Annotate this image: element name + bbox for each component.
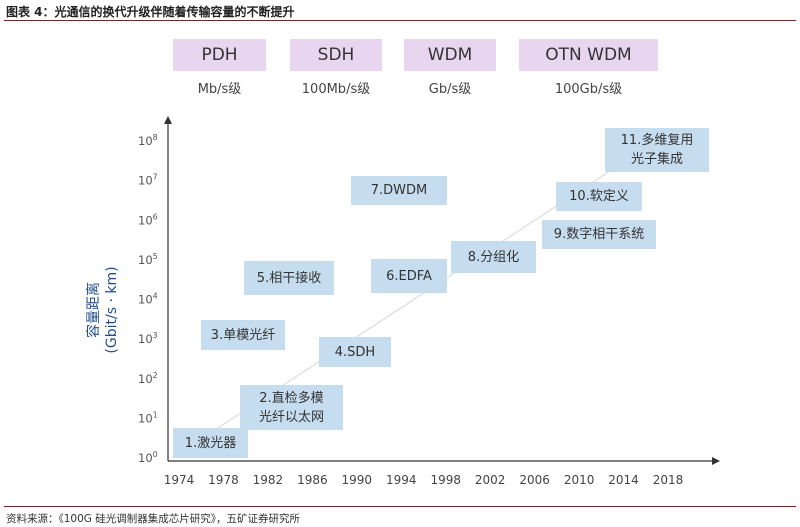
x-tick-label: 2018 (653, 473, 684, 487)
bottom-rule (4, 506, 796, 507)
x-tick-label: 2010 (564, 473, 595, 487)
milestone-6-edfa: 6.EDFA (371, 259, 447, 293)
top-rule (4, 20, 796, 21)
milestone-1-laser: 1.激光器 (173, 428, 248, 458)
source-note: 资料来源：《100G 硅光调制器集成芯片研究》，五矿证券研究所 (6, 513, 301, 525)
tech-tab-wdm: WDM (404, 39, 496, 71)
milestone-9-digital-coherent: 9.数字相干系统 (542, 220, 656, 249)
x-axis-arrow (712, 457, 720, 465)
y-tick-labels: 100 101 102 103 104 105 106 107 108 (138, 133, 158, 465)
milestone-11-multidim-photonic: 11.多维复用 光子集成 (605, 128, 709, 172)
x-tick-label: 1986 (297, 473, 328, 487)
milestone-10-software-defined: 10.软定义 (556, 182, 642, 211)
tech-rate-pdh: Mb/s级 (197, 82, 242, 97)
x-tick-label: 1990 (342, 473, 373, 487)
x-tick-label: 1974 (164, 473, 195, 487)
y-tick-label: 108 (138, 133, 158, 148)
x-tick-label: 2002 (475, 473, 506, 487)
y-axis-arrow (164, 116, 172, 124)
tech-tab-sdh: SDH (290, 39, 382, 71)
milestone-8-packet: 8.分组化 (451, 241, 536, 273)
milestone-3-singlemode: 3.单模光纤 (201, 320, 285, 350)
y-tick-label: 102 (138, 371, 158, 386)
y-tick-label: 104 (138, 292, 158, 307)
x-tick-labels: 1974 1978 1982 1986 1990 1994 1998 2002 2006 2010… (164, 473, 684, 487)
milestone-2-multimode: 2.直检多模 光纤以太网 (240, 385, 343, 430)
y-tick-label: 106 (138, 212, 158, 227)
x-tick-label: 1998 (430, 473, 461, 487)
tech-rate-otn-wdm: 100Gb/s级 (554, 82, 623, 97)
tech-rate-sdh: 100Mb/s级 (301, 82, 371, 97)
y-tick-label: 103 (138, 331, 158, 346)
milestone-5-coherent: 5.相干接收 (244, 261, 334, 295)
x-tick-label: 2014 (608, 473, 639, 487)
y-tick-label: 101 (138, 410, 158, 425)
x-tick-label: 1994 (386, 473, 417, 487)
y-tick-label: 107 (138, 173, 158, 188)
tech-tab-pdh: PDH (173, 39, 266, 71)
milestone-4-sdh: 4.SDH (319, 337, 391, 367)
y-tick-label: 105 (138, 252, 158, 267)
tech-rate-wdm: Gb/s级 (428, 82, 472, 97)
x-tick-label: 1978 (208, 473, 239, 487)
x-tick-label: 1982 (253, 473, 284, 487)
y-tick-label: 100 (138, 450, 158, 465)
milestone-7-dwdm: 7.DWDM (351, 176, 447, 205)
x-tick-label: 2006 (519, 473, 550, 487)
figure-title: 图表 4：光通信的换代升级伴随着传输容量的不断提升 (6, 5, 295, 19)
tech-tab-otn-wdm: OTN WDM (519, 39, 658, 71)
